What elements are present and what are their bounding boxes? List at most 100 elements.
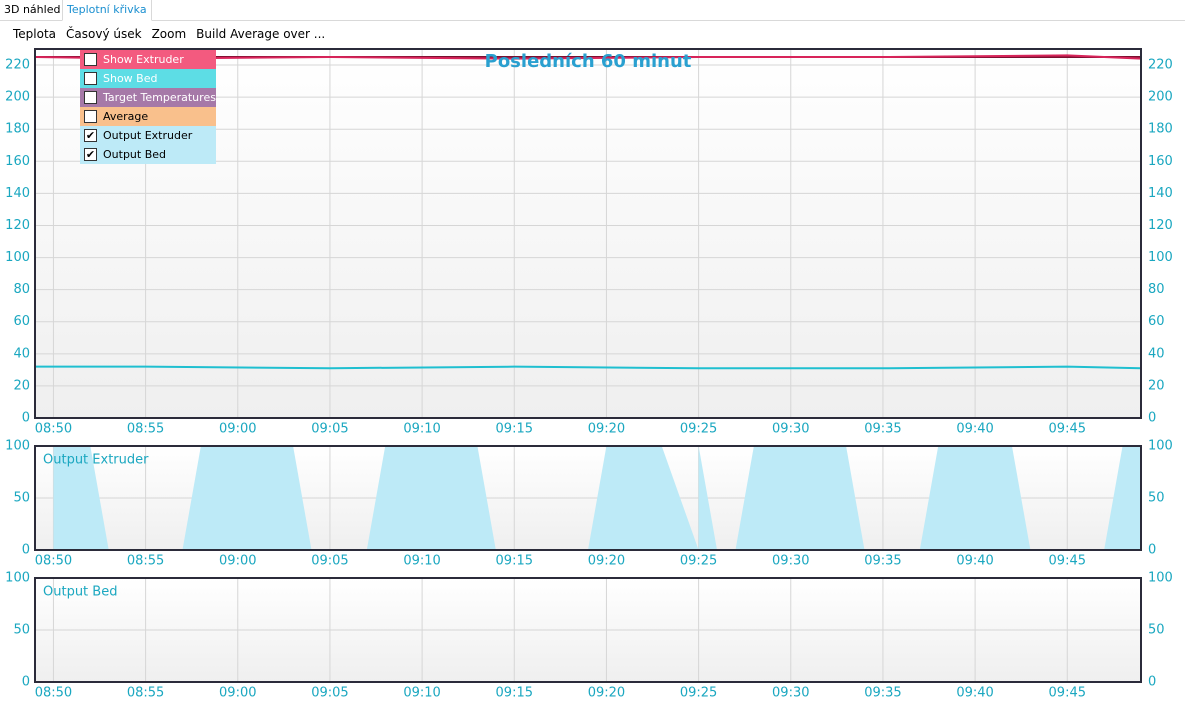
- y-tick-label-right: 100: [1148, 250, 1173, 265]
- menu-item[interactable]: Zoom: [151, 27, 187, 41]
- y-tick-label: 200: [5, 90, 30, 105]
- x-tick-label: 09:45: [1049, 554, 1086, 569]
- x-tick-label: 09:00: [219, 554, 256, 569]
- x-tick-label: 09:40: [956, 686, 993, 701]
- x-tick-label: 09:10: [403, 686, 440, 701]
- legend: ✔ Show Extruder ✔ Show Bed ✔ Target Temperatu…: [80, 50, 216, 164]
- y-tick-label-right: 220: [1148, 58, 1173, 73]
- y-tick-label-right: 120: [1148, 218, 1173, 233]
- line: [35, 365, 1142, 370]
- y-tick-label-right: 40: [1148, 346, 1165, 361]
- legend-label[interactable]: Show Bed: [103, 72, 158, 85]
- x-tick-label: 08:55: [127, 554, 164, 569]
- y-tick-label: 0: [22, 411, 30, 426]
- x-tick-label: 09:00: [219, 422, 256, 437]
- y-tick-label: 100: [5, 250, 30, 265]
- x-tick-label: 08:50: [35, 422, 72, 437]
- y-tick-label-right: 200: [1148, 90, 1173, 105]
- x-tick-label: 09:20: [588, 686, 625, 701]
- checkbox[interactable]: ✔: [84, 72, 97, 85]
- plot-frame: [34, 445, 1142, 551]
- checkbox[interactable]: ✔: [84, 91, 97, 104]
- x-tick-label: 09:15: [496, 686, 533, 701]
- y-tick-label: 0: [22, 675, 30, 690]
- legend-item: ✔ Show Bed: [80, 69, 216, 88]
- y-tick-label: 60: [13, 314, 30, 329]
- legend-label[interactable]: Show Extruder: [103, 53, 184, 66]
- x-tick-label: 09:20: [588, 422, 625, 437]
- x-tick-label: 09:35: [864, 422, 901, 437]
- chart-title: Output Extruder: [43, 453, 149, 468]
- x-tick-label: 09:45: [1049, 686, 1086, 701]
- menu-item[interactable]: Teplota: [13, 27, 57, 41]
- x-tick-label: 09:35: [864, 554, 901, 569]
- y-tick-label: 0: [22, 543, 30, 558]
- y-tick-label-right: 160: [1148, 154, 1173, 169]
- x-tick-label: 09:10: [403, 422, 440, 437]
- x-tick-label: 09:05: [311, 686, 348, 701]
- y-tick-label-right: 80: [1148, 282, 1165, 297]
- legend-item: Average Temperatures: [80, 107, 216, 142]
- y-tick-label-right: 0: [1148, 411, 1156, 426]
- x-tick-label: 09:00: [219, 686, 256, 701]
- y-tick-label-right: 0: [1148, 675, 1156, 690]
- y-tick-label: 100: [5, 439, 30, 454]
- x-tick-label: 09:30: [772, 686, 809, 701]
- x-tick-label: 09:15: [496, 422, 533, 437]
- tab[interactable]: Teplotní křivka: [62, 0, 152, 21]
- tab[interactable]: 3D náhled: [4, 3, 61, 16]
- legend-item: ✔ Target Temperatures: [80, 88, 216, 107]
- x-tick-label: 09:40: [956, 554, 993, 569]
- y-tick-label: 120: [5, 218, 30, 233]
- tab-bar: 3D náhled Teplotní křivka: [0, 0, 1185, 21]
- legend-label[interactable]: Target Temperatures: [103, 91, 216, 104]
- x-tick-label: 09:05: [311, 422, 348, 437]
- x-tick-label: 09:30: [772, 554, 809, 569]
- y-tick-label-right: 0: [1148, 543, 1156, 558]
- y-tick-label-right: 60: [1148, 314, 1165, 329]
- x-tick-label: 09:05: [311, 554, 348, 569]
- checkbox[interactable]: ✔: [84, 129, 97, 142]
- plot-area: [35, 49, 1141, 418]
- legend-item: ✔ Output Extruder: [80, 126, 216, 145]
- plot-frame: [34, 577, 1142, 683]
- y-tick-label-right: 50: [1148, 491, 1165, 506]
- chart-title: Posledních 60 minut: [485, 51, 692, 72]
- x-tick-label: 08:50: [35, 554, 72, 569]
- menu-bar: Teplota Časový úsek Zoom Build Average over…: [8, 27, 330, 41]
- x-tick-label: 09:30: [772, 422, 809, 437]
- menu-item[interactable]: Časový úsek: [66, 27, 142, 41]
- x-tick-label: 08:50: [35, 686, 72, 701]
- y-tick-label-right: 50: [1148, 623, 1165, 638]
- x-tick-label: 09:25: [680, 554, 717, 569]
- checkbox[interactable]: [84, 110, 97, 123]
- y-tick-label: 20: [13, 378, 30, 393]
- y-tick-label-right: 100: [1148, 571, 1173, 586]
- y-tick-label-right: 140: [1148, 186, 1173, 201]
- y-tick-label: 40: [13, 346, 30, 361]
- x-tick-label: 08:55: [127, 422, 164, 437]
- legend-item: ✔ Show Extruder: [80, 50, 216, 69]
- checkbox[interactable]: ✔: [84, 148, 97, 161]
- x-tick-label: 09:10: [403, 554, 440, 569]
- y-tick-label: 160: [5, 154, 30, 169]
- y-tick-label: 140: [5, 186, 30, 201]
- x-tick-label: 09:40: [956, 422, 993, 437]
- y-tick-label-right: 20: [1148, 378, 1165, 393]
- x-tick-label: 08:55: [127, 686, 164, 701]
- y-tick-label: 50: [13, 623, 30, 638]
- x-tick-label: 09:15: [496, 554, 533, 569]
- x-tick-label: 09:25: [680, 686, 717, 701]
- x-tick-label: 09:45: [1049, 422, 1086, 437]
- x-tick-label: 09:35: [864, 686, 901, 701]
- area: [53, 446, 1141, 550]
- legend-label[interactable]: Output Extruder: [103, 129, 193, 142]
- y-tick-label: 50: [13, 491, 30, 506]
- legend-label[interactable]: Output Bed: [103, 148, 167, 161]
- checkbox[interactable]: ✔: [84, 53, 97, 66]
- x-tick-label: 09:20: [588, 554, 625, 569]
- menu-item[interactable]: Build Average over ...: [196, 27, 326, 41]
- y-tick-label-right: 180: [1148, 122, 1173, 137]
